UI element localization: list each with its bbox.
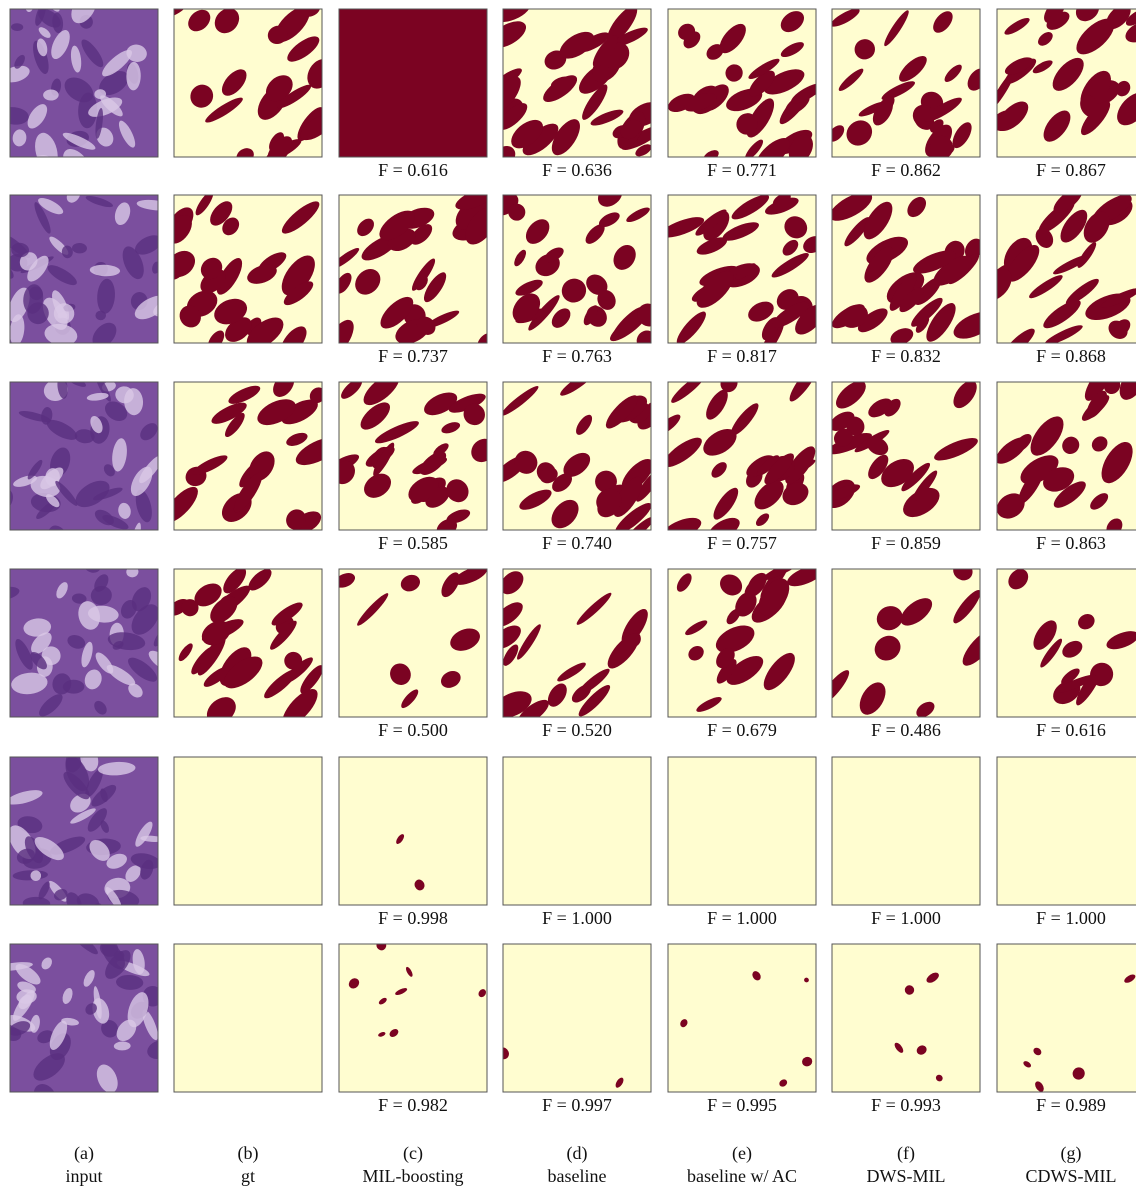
f-score: F = 0.636 <box>542 160 612 180</box>
column-letter: (d) <box>567 1143 588 1164</box>
mask-image <box>339 939 488 1092</box>
mask-image <box>832 944 980 1092</box>
mask-image <box>668 757 816 905</box>
f-score: F = 0.863 <box>1036 533 1106 553</box>
mask-image <box>825 5 991 163</box>
figure: F = 0.616 F = 0.636 F = 0.771 F = 0.862 F = … <box>0 0 1136 1190</box>
input-image <box>0 185 185 352</box>
input-image <box>0 930 175 1115</box>
column-letter: (e) <box>732 1143 752 1164</box>
f-score: F = 1.000 <box>1036 908 1106 928</box>
mask-image <box>658 190 830 361</box>
f-score: F = 0.757 <box>707 533 777 553</box>
f-score: F = 0.868 <box>1036 346 1106 366</box>
f-score: F = 0.500 <box>378 720 448 740</box>
mask-image <box>653 361 822 544</box>
mask-image <box>339 9 487 157</box>
mask-image <box>503 757 651 905</box>
mask-image <box>997 757 1136 905</box>
f-score: F = 0.995 <box>707 1095 777 1115</box>
column-name: baseline <box>548 1166 607 1186</box>
mask-image <box>332 563 489 717</box>
mask-image <box>174 757 322 905</box>
f-score: F = 0.771 <box>707 160 777 180</box>
f-score: F = 0.997 <box>542 1095 612 1115</box>
mask-image <box>986 0 1136 157</box>
mask-image <box>497 944 651 1092</box>
f-score: F = 0.867 <box>1036 160 1106 180</box>
mask-image <box>489 567 653 729</box>
f-score: F = 0.520 <box>542 720 612 740</box>
mask-image <box>832 757 980 905</box>
mask-image <box>820 376 982 530</box>
mask-image <box>977 183 1136 359</box>
input-image <box>3 745 163 923</box>
mask-image <box>174 944 322 1092</box>
f-score: F = 0.616 <box>378 160 448 180</box>
mask-image <box>322 368 500 541</box>
f-score: F = 0.585 <box>378 533 448 553</box>
f-score: F = 0.679 <box>707 720 777 740</box>
f-score: F = 0.998 <box>378 908 448 928</box>
f-score: F = 0.989 <box>1036 1095 1106 1115</box>
f-score: F = 0.982 <box>378 1095 448 1115</box>
mask-image <box>825 187 998 349</box>
f-score: F = 0.993 <box>871 1095 941 1115</box>
f-score: F = 0.763 <box>542 346 612 366</box>
column-letter: (a) <box>74 1143 94 1164</box>
mask-image <box>997 565 1136 717</box>
f-score: F = 1.000 <box>707 908 777 928</box>
column-name: MIL-boosting <box>363 1166 464 1186</box>
f-score: F = 0.862 <box>871 160 941 180</box>
mask-image <box>997 944 1136 1093</box>
f-score: F = 0.832 <box>871 346 941 366</box>
column-letter: (c) <box>403 1143 423 1164</box>
mask-image <box>159 369 344 537</box>
column-letter: (f) <box>897 1143 915 1164</box>
mask-image <box>668 944 816 1092</box>
column-name: baseline w/ AC <box>687 1166 797 1186</box>
mask-image <box>165 564 327 732</box>
column-name: input <box>65 1166 102 1186</box>
f-score: F = 0.616 <box>1036 720 1106 740</box>
f-score: F = 0.737 <box>378 346 448 366</box>
mask-image <box>339 757 487 905</box>
mask-image <box>488 179 664 353</box>
f-score: F = 1.000 <box>871 908 941 928</box>
mask-image <box>160 0 339 169</box>
f-score: F = 1.000 <box>542 908 612 928</box>
mask-image <box>486 0 666 170</box>
f-score: F = 0.486 <box>871 720 941 740</box>
column-name: CDWS-MIL <box>1026 1166 1117 1186</box>
mask-image <box>490 368 668 544</box>
mask-image <box>992 360 1136 539</box>
mask-image <box>665 7 825 176</box>
f-score: F = 0.740 <box>542 533 612 553</box>
column-letter: (g) <box>1061 1143 1082 1164</box>
column-name: DWS-MIL <box>867 1166 946 1186</box>
mask-image <box>320 183 503 361</box>
f-score: F = 0.817 <box>707 346 777 366</box>
column-name: gt <box>241 1166 255 1186</box>
column-letter: (b) <box>238 1143 259 1164</box>
mask-image <box>162 189 324 361</box>
f-score: F = 0.859 <box>871 533 941 553</box>
input-image <box>0 0 158 184</box>
mask-image <box>668 555 827 717</box>
mask-image <box>815 558 1002 721</box>
